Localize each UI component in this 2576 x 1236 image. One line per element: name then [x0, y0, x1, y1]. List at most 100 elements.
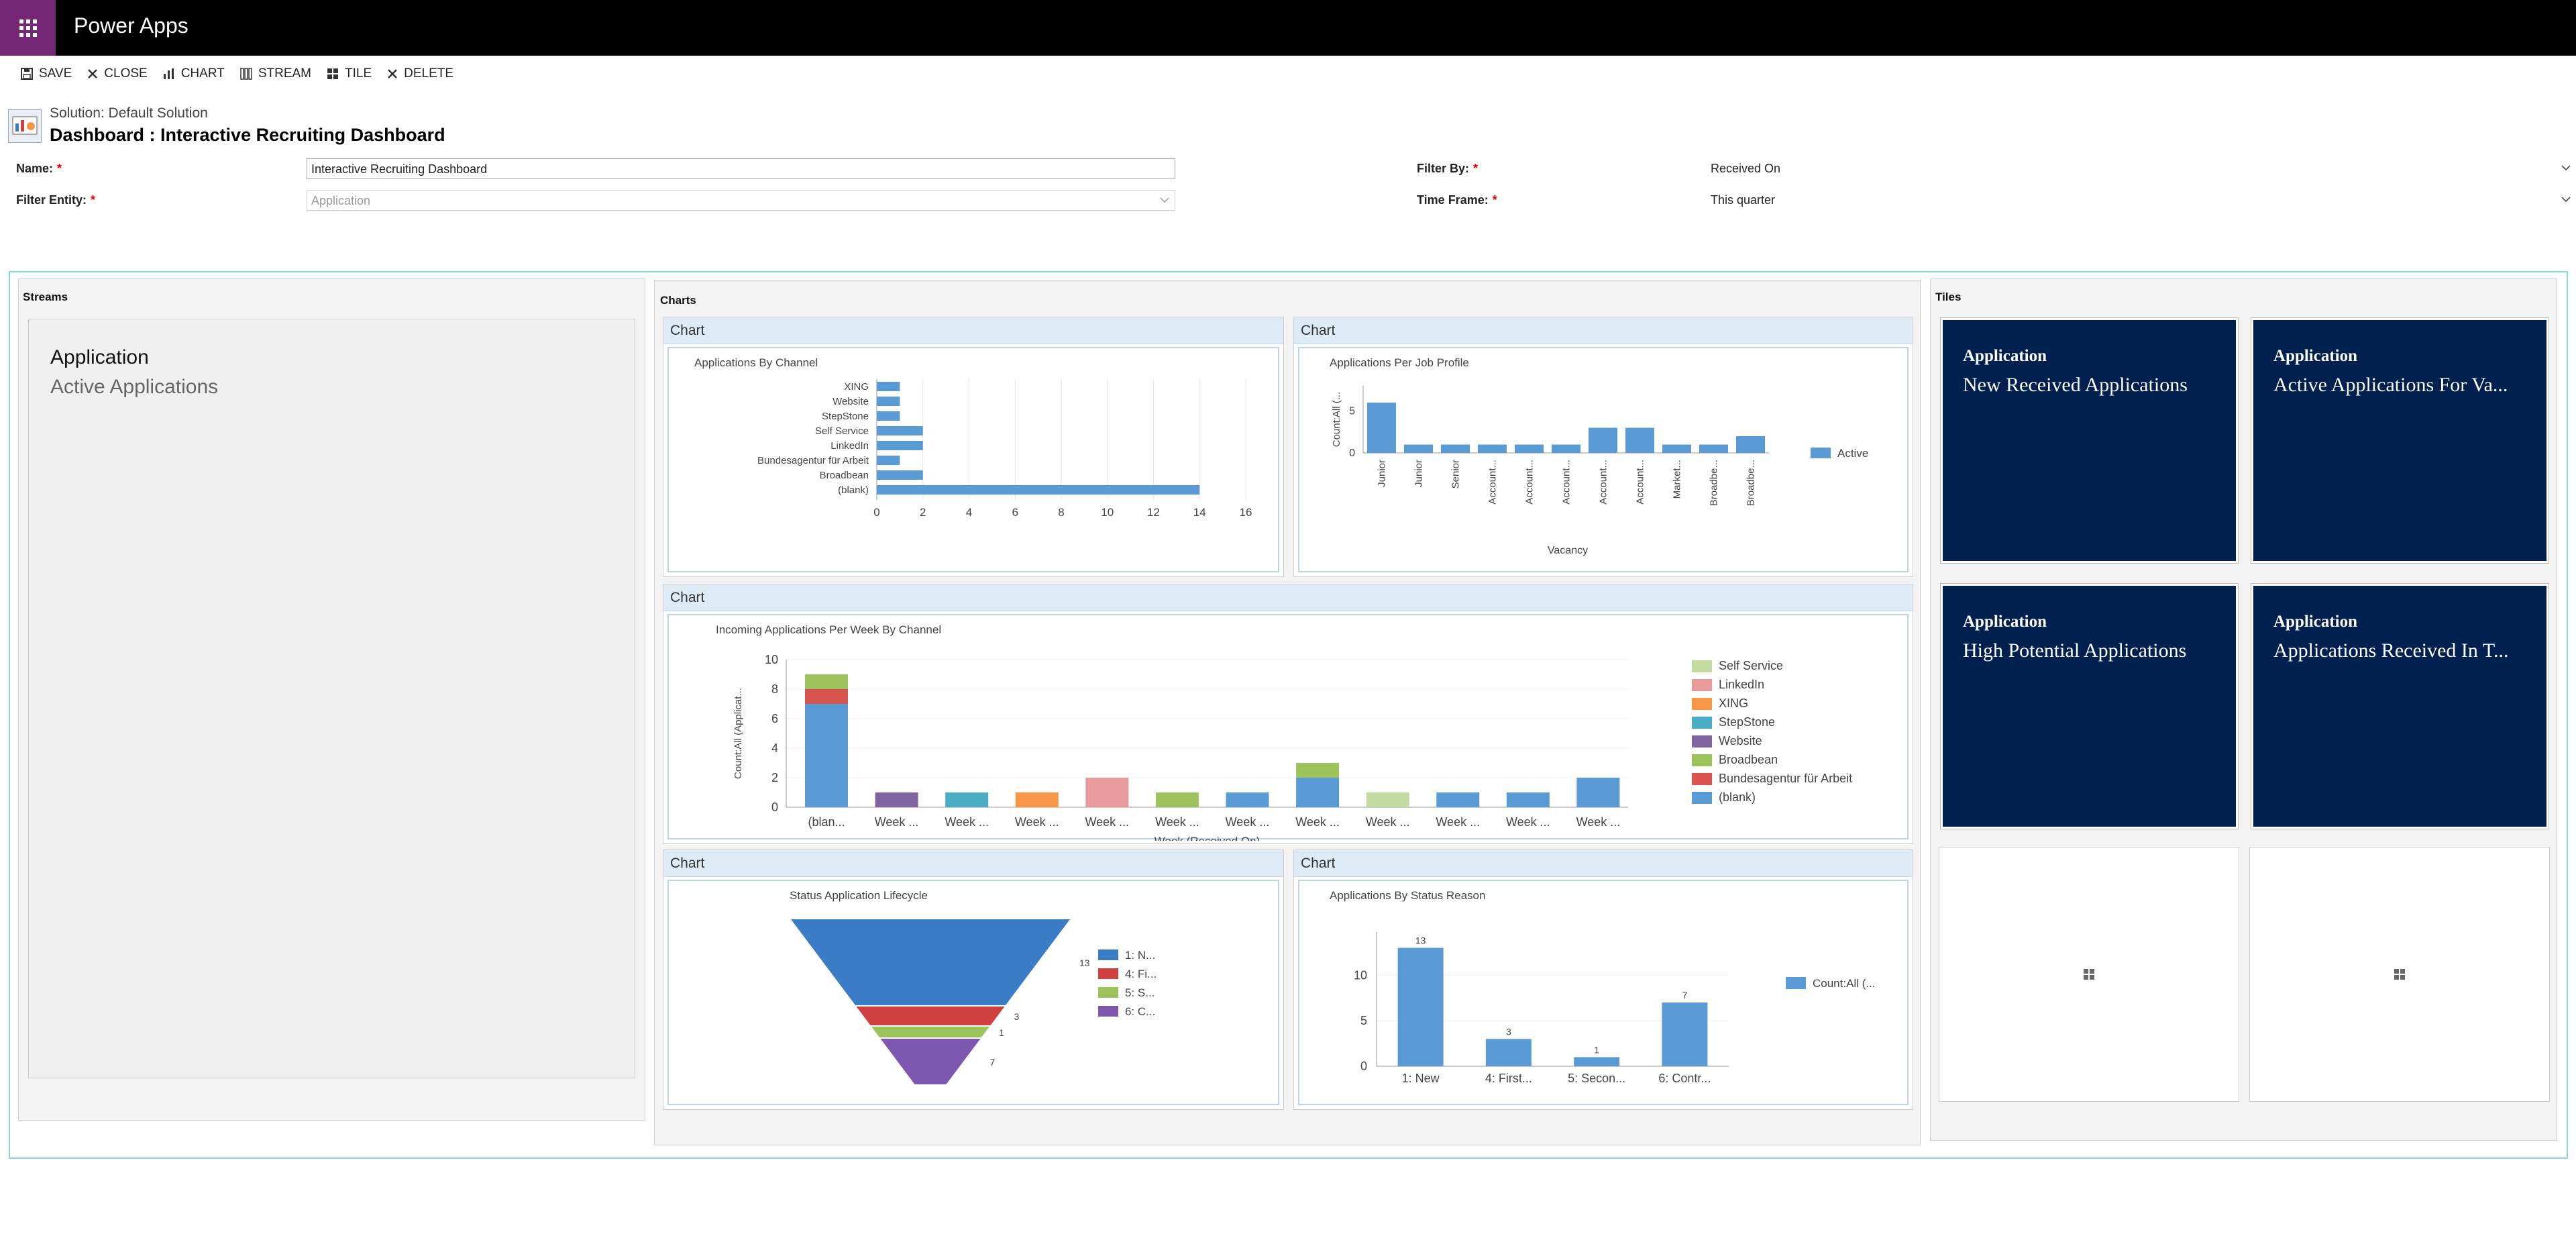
tile-view: New Received Applications [1963, 374, 2188, 396]
delete-button[interactable]: DELETE [386, 66, 453, 81]
filter-entity-value: Application [311, 194, 371, 207]
tile[interactable]: Application New Received Applications [1940, 317, 2239, 564]
tile[interactable]: Application Active Applications For Va..… [2251, 317, 2549, 564]
add-stream-button[interactable]: STREAM [239, 66, 311, 81]
app-launcher-icon[interactable] [0, 0, 56, 56]
empty-tile-placeholder[interactable] [1939, 847, 2239, 1102]
x-tick-label: 1: New [1402, 1072, 1440, 1085]
x-tick-label: Week ... [1015, 815, 1059, 829]
x-tick-label: 12 [1147, 506, 1160, 519]
save-button[interactable]: SAVE [20, 66, 72, 81]
x-tick-label: 5: Secon... [1568, 1072, 1625, 1085]
stream-card[interactable]: Application Active Applications [28, 319, 635, 1078]
app-title: Power Apps [74, 13, 189, 38]
x-tick-label: Account... [1524, 460, 1536, 505]
chart-frame: Applications By Status Reason 0 5 10 13 1: N… [1298, 880, 1909, 1105]
legend-swatch [1692, 754, 1712, 766]
weekly-stacked-bar-chart: 0 2 4 6 8 10 (blan... Week ... Week ... Week ... W… [733, 653, 1852, 841]
page-title: Dashboard : Interactive Recruiting Dashb… [50, 125, 445, 145]
legend-label: LinkedIn [1719, 678, 1764, 691]
tile[interactable]: Application High Potential Applications [1940, 583, 2239, 829]
filter-entity-select[interactable]: Application [307, 190, 1175, 211]
time-frame-select[interactable]: This quarter [1707, 190, 2576, 211]
tile-entity: Application [1963, 613, 2047, 631]
channel-bar-chart: 0 2 4 6 8 10 12 14 16 XING Website StepStone Self Se… [757, 379, 1252, 519]
bar-segment [1085, 778, 1129, 807]
legend-label: 5: S... [1125, 986, 1155, 999]
y-axis-title: Count:All (... [1331, 392, 1342, 448]
bar [1367, 403, 1396, 453]
data-label: 7 [1682, 990, 1687, 1000]
legend-label: XING [1719, 697, 1748, 710]
lifecycle-funnel-chart: 13 31 7 1: N... 4: Fi... 5: S... 6: C... [788, 918, 1157, 1086]
status-reason-bar-chart: 0 5 10 13 1: New 3 4: First... 1 5: Secon... 7 6: … [1354, 932, 1876, 1085]
bar [1485, 1039, 1532, 1066]
chart-frame: Applications Per Job Profile 0 5 Junior Jun… [1298, 347, 1909, 572]
y-tick-label: Bundesagentur für Arbeit [757, 455, 869, 466]
bar-segment [805, 689, 848, 704]
tile[interactable]: Application Applications Received In T..… [2251, 583, 2549, 829]
x-tick-label: Account... [1635, 460, 1646, 505]
data-label: 13 [1079, 958, 1090, 968]
data-label: 3 [1014, 1011, 1020, 1022]
chart-label: CHART [180, 66, 225, 81]
data-label: 1 [999, 1027, 1004, 1038]
y-axis-title: Count:All (Applicat... [733, 688, 744, 779]
bar [877, 485, 1200, 495]
job-profile-bar-chart: 0 5 Junior Junior Senior Account... Account...… [1331, 386, 1868, 556]
y-tick-label: 0 [771, 801, 778, 814]
bar [877, 382, 900, 391]
bar [1404, 444, 1433, 453]
y-tick-label: 10 [765, 653, 778, 666]
save-icon [21, 68, 33, 80]
legend-swatch [1692, 735, 1712, 748]
data-label: 7 [990, 1057, 996, 1068]
x-tick-label: Week ... [1155, 815, 1199, 829]
delete-icon [388, 69, 398, 79]
chart-frame: Applications By Channel 0 2 4 6 8 10 12 14 16 XIN… [667, 347, 1279, 572]
data-label: 13 [1415, 935, 1426, 946]
command-bar: SAVE CLOSE CHART STREAM TILE DELETE [20, 63, 468, 85]
tile-view: Applications Received In T... [2273, 639, 2509, 662]
time-frame-label: Time Frame: * [1417, 193, 1497, 207]
add-tile-button[interactable]: TILE [326, 66, 372, 81]
legend-label: Active [1837, 447, 1868, 460]
legend-label: 1: N... [1125, 949, 1155, 962]
legend-swatch [1098, 987, 1118, 998]
data-label: 1 [1594, 1044, 1599, 1055]
delete-label: DELETE [404, 66, 454, 81]
chart-header: Chart [663, 584, 1913, 611]
x-axis-title: Vacancy [1548, 545, 1588, 556]
legend-swatch [1692, 660, 1712, 672]
dashboard-layout [9, 271, 2568, 1159]
x-tick-label: Junior [1377, 460, 1388, 487]
legend-label: Count:All (... [1813, 977, 1876, 990]
chart-cell[interactable]: Chart Applications By Status Reason 0 5 10… [1293, 849, 1913, 1110]
x-tick-label: Week ... [1226, 815, 1270, 829]
name-label: Name: * [16, 162, 62, 175]
close-button[interactable]: CLOSE [87, 66, 148, 81]
legend-label: Website [1719, 734, 1762, 748]
chart-cell[interactable]: Chart Status Application Lifecycle 13 3 1 7… [663, 849, 1284, 1110]
name-input[interactable]: Interactive Recruiting Dashboard [307, 158, 1175, 179]
chart-header: Chart [1294, 850, 1913, 877]
add-chart-button[interactable]: CHART [162, 66, 225, 81]
empty-tile-placeholder[interactable] [2249, 847, 2550, 1102]
bar [877, 470, 923, 480]
chart-cell[interactable]: Chart Applications By Channel 0 2 4 6 8 10 12 1… [663, 317, 1284, 577]
filter-by-select[interactable]: Received On [1707, 158, 2576, 179]
x-tick-label: 16 [1240, 506, 1252, 519]
y-tick-label: Broadbean [820, 470, 869, 481]
x-tick-label: Account... [1561, 460, 1572, 505]
tiles-section-title: Tiles [1935, 291, 1962, 303]
legend-label: 6: C... [1125, 1005, 1155, 1018]
y-tick-label: 5 [1349, 406, 1355, 417]
bar-segment [1155, 792, 1199, 807]
legend-label: StepStone [1719, 715, 1775, 729]
bar-segment [875, 792, 918, 807]
chart-cell[interactable]: Chart Incoming Applications Per Week By … [663, 584, 1913, 844]
x-tick-label: Week ... [1506, 815, 1550, 829]
chart-cell[interactable]: Chart Applications Per Job Profile 0 5 Jun… [1293, 317, 1913, 577]
legend-swatch [1692, 773, 1712, 785]
solution-label: Solution: Default Solution [50, 105, 208, 121]
